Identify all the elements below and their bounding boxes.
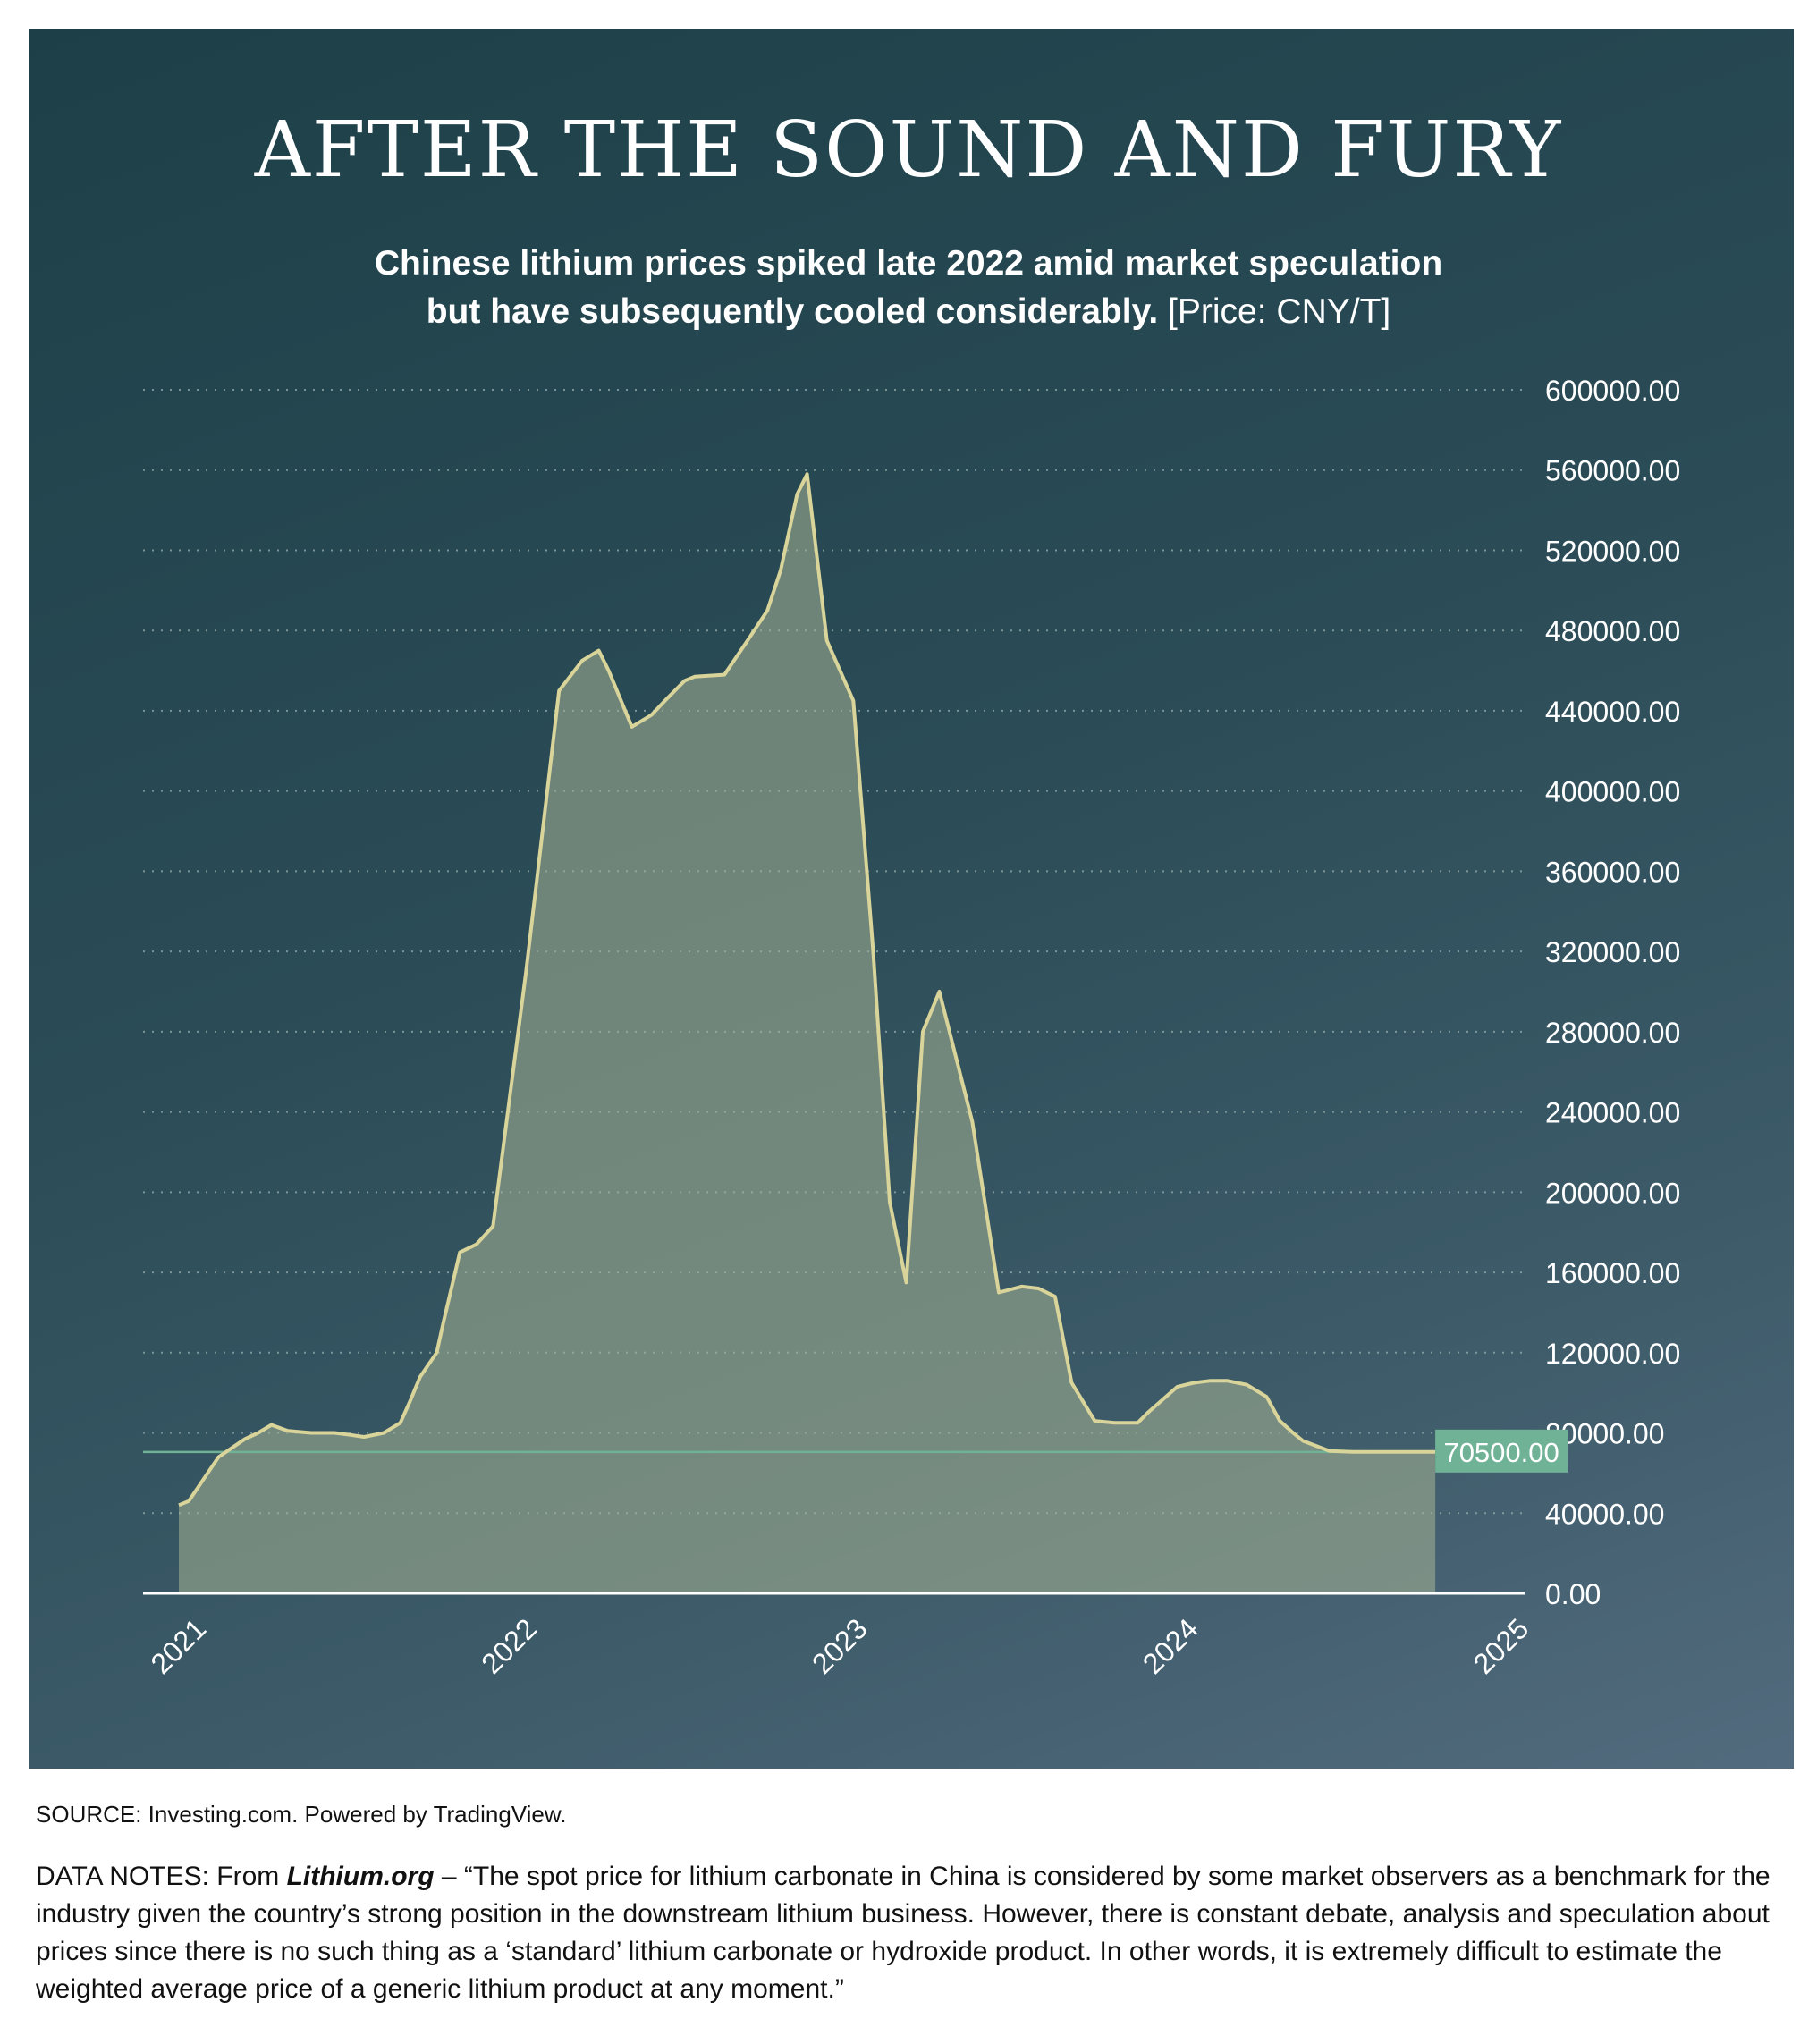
data-notes-text: – “The spot price for lithium carbonate … (36, 1862, 1771, 2004)
current-price-label: 70500.00 (1435, 1429, 1568, 1473)
y-tick-label: 400000.00 (1545, 776, 1680, 808)
y-tick-label: 0.00 (1545, 1578, 1601, 1610)
y-tick-label: 160000.00 (1545, 1257, 1680, 1289)
chart-subtitle: Chinese lithium prices spiked late 2022 … (0, 240, 1817, 336)
subtitle-line-2-text: but have subsequently cooled considerabl… (426, 292, 1159, 331)
price-chart: 0.0040000.0080000.00120000.00160000.0020… (143, 375, 1680, 1680)
source-note: SOURCE: Investing.com. Powered by Tradin… (36, 1801, 567, 1828)
y-tick-label: 40000.00 (1545, 1498, 1664, 1530)
y-tick-label: 120000.00 (1545, 1338, 1680, 1370)
x-tick-label: 2022 (475, 1612, 543, 1680)
current-price-badge (1435, 1429, 1568, 1473)
y-tick-label: 360000.00 (1545, 856, 1680, 888)
y-tick-label: 200000.00 (1545, 1177, 1680, 1209)
y-tick-label: 280000.00 (1545, 1017, 1680, 1049)
data-notes-org: Lithium.org (286, 1862, 435, 1891)
x-axis-ticks: 2021 2022 2023 2024 2025 (144, 1612, 1534, 1680)
y-tick-label: 440000.00 (1545, 696, 1680, 728)
subtitle-unit: [Price: CNY/T] (1168, 292, 1391, 331)
y-tick-label: 520000.00 (1545, 535, 1680, 567)
y-tick-label: 320000.00 (1545, 936, 1680, 968)
x-tick-label: 2021 (144, 1612, 212, 1680)
chart-title: AFTER THE SOUND AND FURY (254, 106, 1563, 195)
y-axis-ticks: 0.0040000.0080000.00120000.00160000.0020… (1545, 375, 1680, 1610)
x-tick-label: 2023 (806, 1612, 874, 1680)
y-tick-label: 600000.00 (1545, 375, 1680, 407)
price-area (179, 474, 1436, 1594)
y-tick-label: 480000.00 (1545, 615, 1680, 647)
data-notes-prefix: DATA NOTES: From (36, 1862, 287, 1891)
y-tick-label: 560000.00 (1545, 455, 1680, 487)
price-line (178, 472, 1436, 1508)
x-tick-label: 2024 (1137, 1612, 1204, 1680)
subtitle-line-1: Chinese lithium prices spiked late 2022 … (374, 244, 1443, 283)
current-price-value: 70500.00 (1443, 1437, 1559, 1468)
x-tick-label: 2025 (1467, 1612, 1535, 1680)
data-notes: DATA NOTES: From Lithium.org – “The spot… (36, 1858, 1788, 2008)
y-tick-label: 240000.00 (1545, 1097, 1680, 1129)
subtitle-line-2: but have subsequently cooled considerabl… (0, 288, 1817, 336)
